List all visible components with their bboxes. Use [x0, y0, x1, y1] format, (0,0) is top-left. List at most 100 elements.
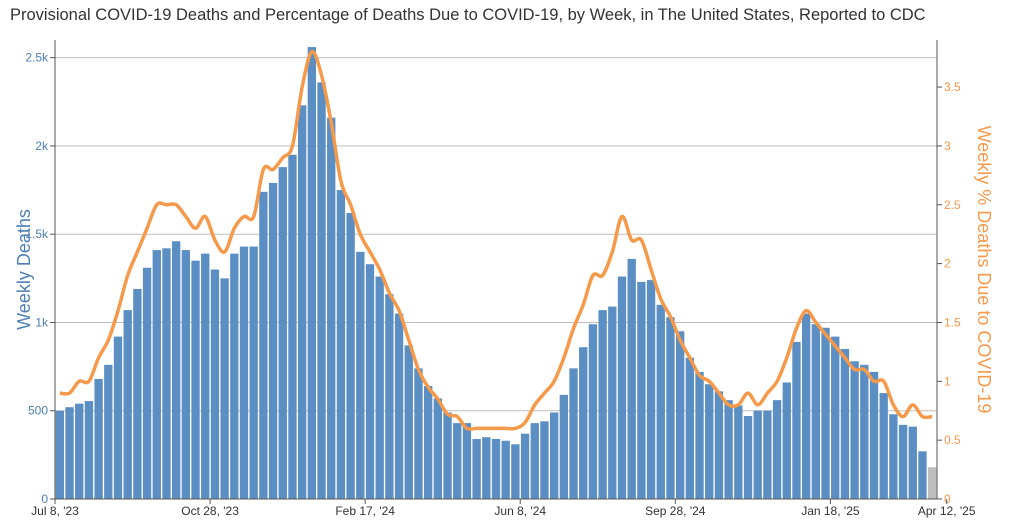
- bar-48[interactable]: [520, 433, 530, 499]
- bar-15[interactable]: [201, 253, 210, 499]
- bar-7[interactable]: [123, 310, 132, 499]
- bar-12[interactable]: [171, 241, 181, 499]
- bar-34[interactable]: [385, 294, 394, 499]
- bar-82[interactable]: [850, 361, 859, 499]
- bar-14[interactable]: [191, 260, 200, 499]
- bar-59[interactable]: [627, 258, 636, 499]
- bar-4[interactable]: [94, 378, 103, 499]
- right-tick-label-0: 0: [944, 492, 951, 506]
- bar-81[interactable]: [840, 348, 850, 499]
- bar-11[interactable]: [162, 248, 171, 499]
- bar-54[interactable]: [579, 347, 588, 499]
- bar-56[interactable]: [598, 310, 607, 499]
- bar-49[interactable]: [530, 423, 539, 499]
- bar-8[interactable]: [133, 288, 142, 499]
- bar-72[interactable]: [753, 410, 762, 499]
- bar-42[interactable]: [462, 423, 472, 499]
- bar-33[interactable]: [375, 276, 384, 499]
- bar-70[interactable]: [734, 405, 743, 499]
- bar-53[interactable]: [569, 368, 578, 499]
- bar-2[interactable]: [75, 403, 84, 499]
- bar-89[interactable]: [918, 451, 927, 499]
- bar-40[interactable]: [443, 412, 452, 499]
- bar-9[interactable]: [142, 267, 152, 499]
- bar-90[interactable]: [927, 467, 937, 499]
- bar-39[interactable]: [433, 398, 443, 499]
- bar-43[interactable]: [472, 438, 481, 499]
- bar-24[interactable]: [288, 154, 297, 499]
- bar-1[interactable]: [65, 407, 74, 499]
- bar-69[interactable]: [724, 400, 733, 499]
- bar-19[interactable]: [239, 246, 249, 499]
- bar-21[interactable]: [259, 191, 268, 500]
- right-tick-label-4: 2: [944, 257, 951, 271]
- bar-58[interactable]: [617, 276, 627, 499]
- bar-26[interactable]: [307, 47, 317, 500]
- bar-88[interactable]: [908, 426, 917, 499]
- bar-30[interactable]: [346, 213, 355, 499]
- bar-38[interactable]: [423, 386, 433, 499]
- bar-47[interactable]: [511, 444, 520, 499]
- bar-45[interactable]: [491, 438, 501, 499]
- x-tick-label-2: Feb 17, '24: [335, 504, 395, 518]
- bar-87[interactable]: [898, 424, 908, 499]
- bar-65[interactable]: [685, 357, 695, 499]
- right-tick-label-3: 1.5: [944, 315, 961, 329]
- bar-3[interactable]: [84, 401, 94, 499]
- bar-57[interactable]: [608, 306, 617, 499]
- bar-32[interactable]: [365, 264, 375, 499]
- bar-62[interactable]: [656, 304, 665, 499]
- bar-52[interactable]: [559, 394, 569, 499]
- bar-46[interactable]: [501, 440, 510, 499]
- bar-41[interactable]: [453, 423, 462, 499]
- bar-20[interactable]: [249, 246, 258, 499]
- bar-74[interactable]: [772, 400, 782, 499]
- bar-83[interactable]: [860, 364, 869, 499]
- bar-5[interactable]: [104, 364, 113, 499]
- left-tick-label-4: 2k: [35, 139, 49, 153]
- bar-51[interactable]: [549, 412, 559, 499]
- bar-68[interactable]: [714, 391, 724, 499]
- bar-50[interactable]: [540, 421, 549, 499]
- bar-63[interactable]: [666, 317, 675, 499]
- x-tick-label-6: Apr 12, '25: [918, 504, 976, 518]
- bar-18[interactable]: [230, 253, 239, 499]
- bar-22[interactable]: [268, 182, 278, 499]
- bar-13[interactable]: [181, 250, 191, 499]
- bar-80[interactable]: [831, 336, 840, 499]
- bar-55[interactable]: [588, 324, 598, 499]
- bar-73[interactable]: [763, 410, 772, 499]
- bar-31[interactable]: [356, 251, 365, 499]
- bar-35[interactable]: [394, 313, 404, 499]
- bar-77[interactable]: [801, 313, 811, 499]
- bar-23[interactable]: [278, 167, 287, 499]
- bar-66[interactable]: [695, 371, 704, 499]
- bar-0[interactable]: [55, 410, 65, 499]
- bar-16[interactable]: [210, 269, 220, 500]
- bar-17[interactable]: [220, 278, 229, 499]
- bar-44[interactable]: [482, 437, 491, 499]
- bar-28[interactable]: [327, 117, 336, 499]
- bar-76[interactable]: [792, 341, 801, 499]
- bar-6[interactable]: [113, 336, 123, 499]
- bar-71[interactable]: [743, 416, 753, 499]
- bar-85[interactable]: [879, 393, 888, 499]
- x-tick-label-1: Oct 28, '23: [181, 504, 239, 518]
- bar-60[interactable]: [637, 281, 646, 499]
- bar-75[interactable]: [782, 382, 791, 499]
- bar-29[interactable]: [336, 190, 346, 500]
- bar-25[interactable]: [297, 105, 307, 500]
- bar-27[interactable]: [317, 82, 326, 499]
- bar-64[interactable]: [675, 331, 685, 499]
- bar-61[interactable]: [646, 280, 656, 499]
- bar-36[interactable]: [404, 345, 413, 499]
- bar-10[interactable]: [152, 250, 161, 499]
- percent-line[interactable]: [59, 49, 933, 431]
- x-tick-label-3: Jun 8, '24: [494, 504, 546, 518]
- bar-86[interactable]: [889, 414, 898, 499]
- bar-84[interactable]: [869, 371, 879, 499]
- bar-78[interactable]: [811, 324, 821, 499]
- bar-79[interactable]: [821, 327, 830, 499]
- bar-67[interactable]: [705, 384, 714, 499]
- bar-37[interactable]: [414, 368, 423, 499]
